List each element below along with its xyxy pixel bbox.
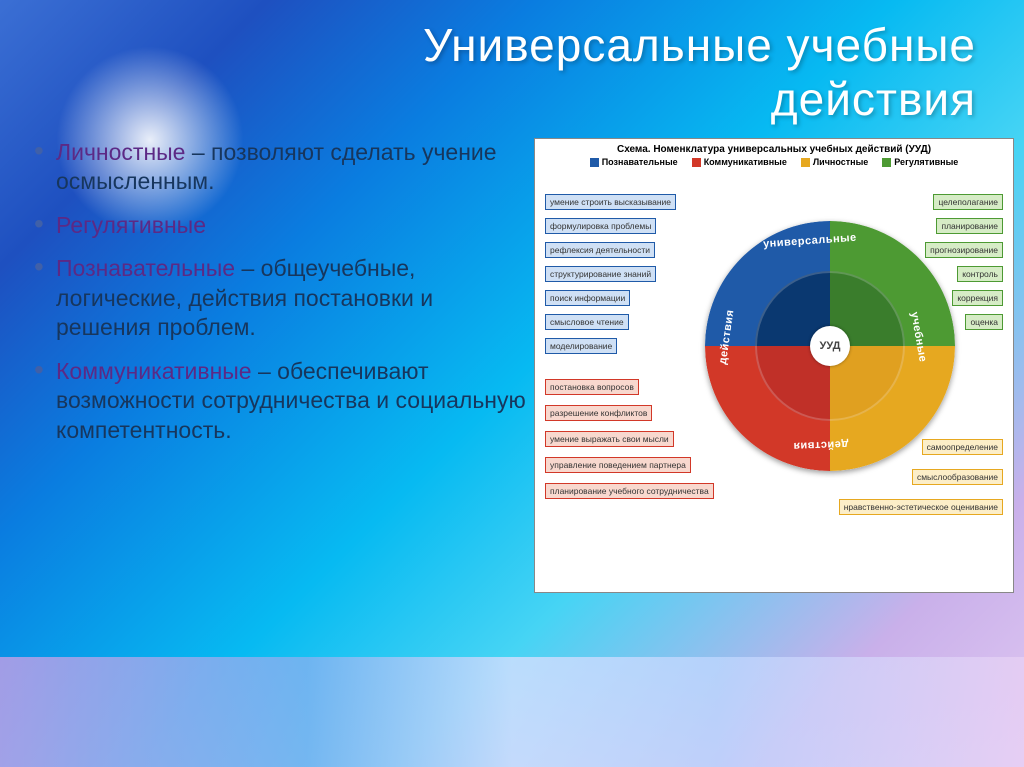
legend-label: Личностные [813, 157, 868, 167]
diagram-tag: смысловое чтение [545, 314, 629, 330]
diagram-tag: постановка вопросов [545, 379, 639, 395]
slide-title: Универсальные учебные действия [0, 0, 1024, 130]
diagram-tag: смыслообразование [912, 469, 1003, 485]
legend-item: Познавательные [590, 157, 678, 167]
diagram-tag: моделирование [545, 338, 617, 354]
legend-swatch [590, 158, 599, 167]
legend-swatch [882, 158, 891, 167]
bullet-item: Регулятивные [34, 211, 534, 240]
diagram-tag: контроль [957, 266, 1003, 282]
uud-diagram: Схема. Номенклатура универсальных учебны… [534, 138, 1014, 593]
diagram-tag: формулировка проблемы [545, 218, 656, 234]
diagram-tag: структурирование знаний [545, 266, 656, 282]
diagram-legend: Познавательные Коммуникативные Личностны… [535, 157, 1013, 171]
pie-outer: УУД универсальные учебные действия дейст… [705, 221, 955, 471]
legend-item: Регулятивные [882, 157, 958, 167]
hub-label: УУД [810, 326, 850, 366]
legend-swatch [801, 158, 810, 167]
legend-label: Коммуникативные [704, 157, 787, 167]
bottom-decoration [0, 657, 1024, 767]
legend-item: Коммуникативные [692, 157, 787, 167]
bullet-term: Регулятивные [56, 212, 206, 238]
diagram-tag: коррекция [952, 290, 1003, 306]
diagram-tag: оценка [965, 314, 1003, 330]
bullet-list: Личностные – позволяют сделать учение ос… [34, 138, 534, 593]
diagram-tag: самоопределение [922, 439, 1003, 455]
bullet-item: Личностные – позволяют сделать учение ос… [34, 138, 534, 197]
bullet-term: Познавательные [56, 255, 235, 281]
legend-item: Личностные [801, 157, 868, 167]
bullet-item: Коммуникативные – обеспечивают возможнос… [34, 357, 534, 445]
arc-label-bottom: действия [793, 438, 849, 452]
bullet-term: Коммуникативные [56, 358, 252, 384]
bullet-item: Познавательные – общеучебные, логические… [34, 254, 534, 342]
bullet-term: Личностные [56, 139, 185, 165]
diagram-tag: разрешение конфликтов [545, 405, 652, 421]
diagram-title: Схема. Номенклатура универсальных учебны… [535, 139, 1013, 157]
diagram-tag: нравственно-эстетическое оценивание [839, 499, 1003, 515]
diagram-tag: поиск информации [545, 290, 630, 306]
diagram-tag: планирование учебного сотрудничества [545, 483, 714, 499]
title-line-2: действия [0, 72, 976, 126]
title-line-1: Универсальные учебные [0, 18, 976, 72]
diagram-tag: умение выражать свои мысли [545, 431, 674, 447]
legend-swatch [692, 158, 701, 167]
diagram-tag: планирование [936, 218, 1003, 234]
diagram-tag: целеполагание [933, 194, 1003, 210]
content-row: Личностные – позволяют сделать учение ос… [0, 130, 1024, 593]
diagram-tag: прогнозирование [925, 242, 1003, 258]
pie-circle: УУД универсальные учебные действия дейст… [705, 221, 955, 471]
legend-label: Регулятивные [894, 157, 958, 167]
diagram-tag: управление поведением партнера [545, 457, 691, 473]
diagram-tag: умение строить высказывание [545, 194, 676, 210]
legend-label: Познавательные [602, 157, 678, 167]
diagram-tag: рефлексия деятельности [545, 242, 655, 258]
